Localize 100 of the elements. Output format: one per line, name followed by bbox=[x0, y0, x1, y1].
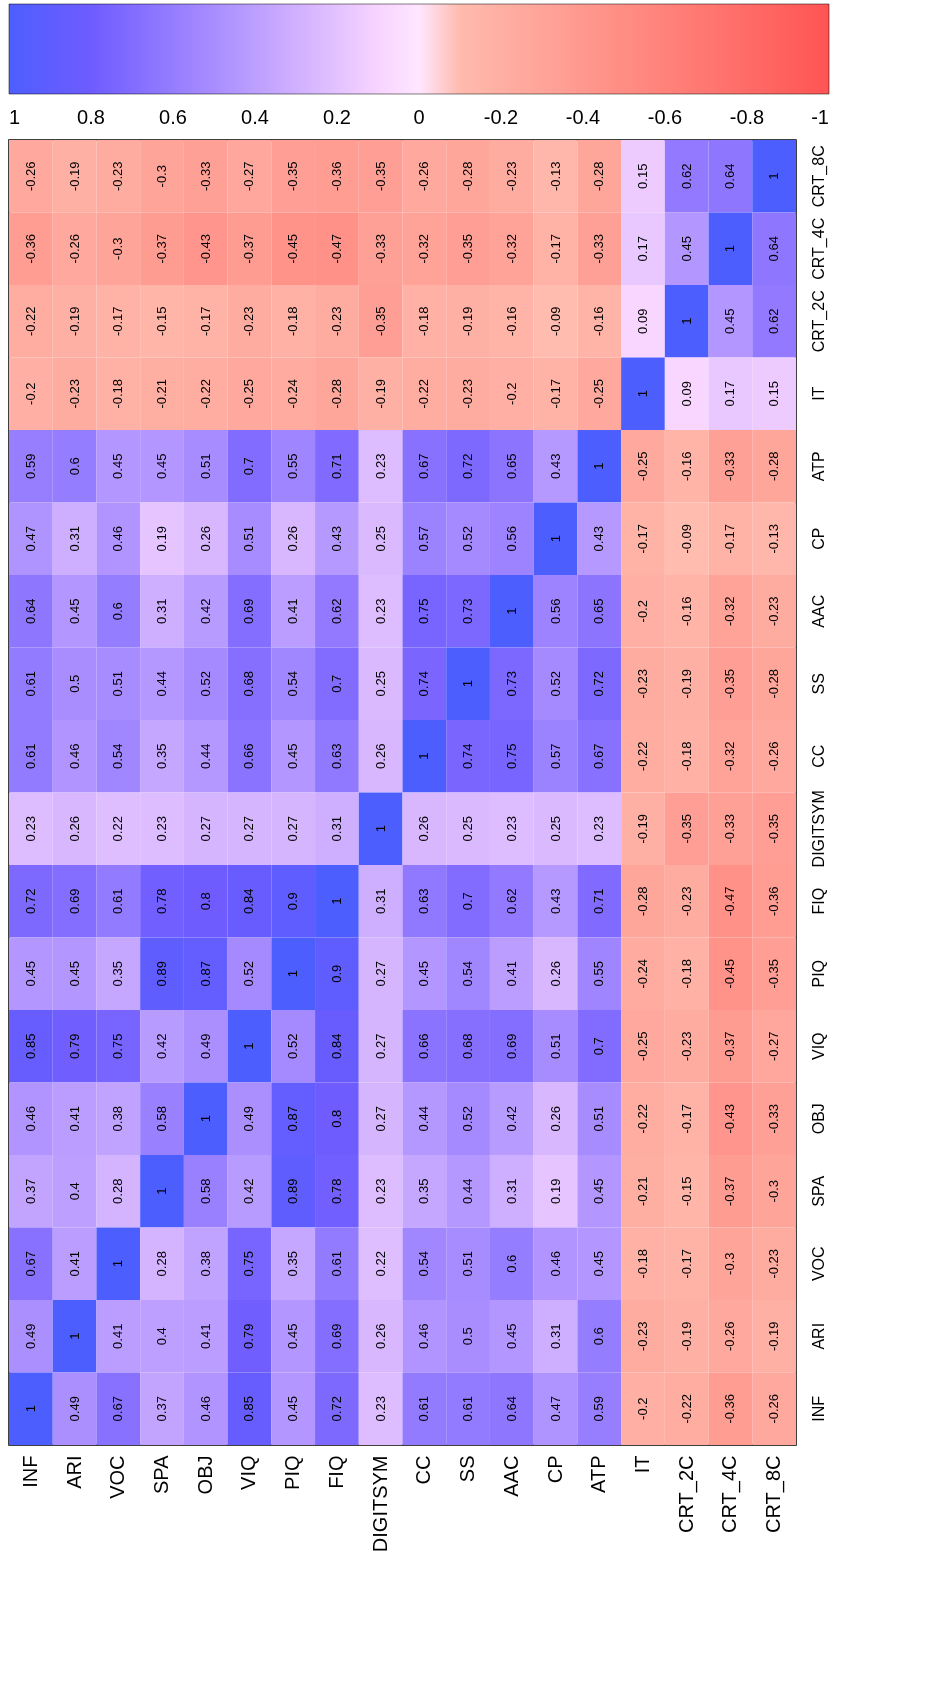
data-label: 0.52 bbox=[547, 671, 563, 697]
data-label: 0.46 bbox=[22, 1106, 38, 1132]
data-label: 0.22 bbox=[372, 1251, 388, 1277]
data-label: 0.44 bbox=[154, 671, 170, 697]
data-label: 1 bbox=[634, 390, 650, 398]
data-label: -0.21 bbox=[634, 1176, 650, 1207]
data-label: 0.43 bbox=[591, 526, 607, 552]
data-label: 0.79 bbox=[241, 1323, 257, 1349]
data-label: 0.22 bbox=[110, 816, 126, 842]
data-label: 0.31 bbox=[547, 1323, 563, 1349]
data-label: 0.19 bbox=[547, 1178, 563, 1204]
color-bar-label: 0.8 bbox=[77, 106, 105, 128]
data-label: -0.17 bbox=[678, 1248, 694, 1279]
data-label: 0.89 bbox=[154, 961, 170, 987]
color-bar-label: 0.2 bbox=[323, 106, 351, 128]
data-label: 0.7 bbox=[328, 674, 344, 693]
data-label: 0.87 bbox=[197, 961, 213, 987]
data-label: 0.46 bbox=[416, 1323, 432, 1349]
data-label: -0.22 bbox=[416, 378, 432, 409]
data-label: 0.74 bbox=[460, 743, 476, 769]
x-tick-label: SPA bbox=[150, 1454, 173, 1495]
y-tick-label: AAC bbox=[809, 594, 827, 628]
data-label: 0.68 bbox=[241, 671, 257, 697]
data-label: 0.41 bbox=[66, 1251, 82, 1277]
x-tick-label: AAC bbox=[499, 1455, 522, 1497]
data-label: 0.56 bbox=[547, 598, 563, 624]
data-label: 0.65 bbox=[591, 598, 607, 624]
data-label: 0.66 bbox=[416, 1033, 432, 1059]
data-label: 0.26 bbox=[372, 743, 388, 769]
data-label: 0.5 bbox=[460, 1327, 476, 1346]
data-label: 0.55 bbox=[285, 453, 301, 479]
data-label: 0.19 bbox=[154, 526, 170, 552]
data-label: 0.74 bbox=[416, 671, 432, 697]
data-label: 0.51 bbox=[241, 526, 257, 552]
data-label: 0.42 bbox=[241, 1178, 257, 1204]
y-tick-label: SPA bbox=[809, 1175, 827, 1207]
data-label: -0.32 bbox=[503, 233, 519, 264]
x-tick-label: OBJ bbox=[193, 1455, 216, 1495]
data-label: 1 bbox=[372, 825, 388, 833]
color-bar-label: -0.4 bbox=[565, 106, 601, 128]
x-tick-label: CRT_2C bbox=[674, 1455, 698, 1533]
data-label: 0.71 bbox=[591, 888, 607, 914]
data-label: 0.64 bbox=[503, 1396, 519, 1422]
data-label: 1 bbox=[547, 535, 563, 543]
data-label: -0.22 bbox=[678, 1393, 694, 1424]
data-label: 0.25 bbox=[547, 816, 563, 842]
data-label: -0.19 bbox=[372, 378, 388, 409]
data-label: -0.15 bbox=[154, 306, 170, 337]
data-label: 0.64 bbox=[766, 236, 782, 262]
data-label: 0.89 bbox=[285, 1178, 301, 1204]
x-tick-label: ATP bbox=[587, 1455, 610, 1493]
data-label: -0.18 bbox=[678, 741, 694, 772]
data-label: 0.17 bbox=[722, 381, 738, 407]
data-label: -0.32 bbox=[722, 741, 738, 772]
data-label: 0.54 bbox=[416, 1251, 432, 1277]
data-label: 0.23 bbox=[22, 816, 38, 842]
data-label: 0.45 bbox=[591, 1251, 607, 1277]
data-label: 0.23 bbox=[372, 453, 388, 479]
data-label: 0.45 bbox=[678, 236, 694, 262]
data-label: 0.67 bbox=[22, 1251, 38, 1277]
data-label: -0.23 bbox=[766, 596, 782, 627]
data-label: 0.31 bbox=[66, 526, 82, 552]
data-label: 0.27 bbox=[372, 961, 388, 987]
data-label: -0.45 bbox=[285, 233, 301, 264]
data-label: -0.17 bbox=[678, 1103, 694, 1134]
data-label: -0.24 bbox=[285, 378, 301, 409]
data-label: 0.6 bbox=[591, 1327, 607, 1346]
data-label: -0.33 bbox=[722, 451, 738, 482]
data-label: 0.25 bbox=[460, 816, 476, 842]
data-label: 0.46 bbox=[110, 526, 126, 552]
data-label: 0.84 bbox=[328, 1033, 344, 1059]
data-label: -0.23 bbox=[503, 161, 519, 192]
data-label: 0.51 bbox=[547, 1033, 563, 1059]
data-label: -0.25 bbox=[634, 451, 650, 482]
data-label: 0.78 bbox=[328, 1178, 344, 1204]
data-label: 0.35 bbox=[285, 1251, 301, 1277]
data-label: 0.78 bbox=[154, 888, 170, 914]
data-label: -0.37 bbox=[722, 1031, 738, 1062]
data-label: -0.18 bbox=[416, 306, 432, 337]
data-label: 0.67 bbox=[416, 453, 432, 479]
data-label: -0.35 bbox=[285, 161, 301, 192]
data-label: 0.72 bbox=[22, 888, 38, 914]
data-label: 0.57 bbox=[416, 526, 432, 552]
data-label: 1 bbox=[328, 897, 344, 905]
data-label: 0.43 bbox=[547, 888, 563, 914]
data-label: 0.26 bbox=[416, 816, 432, 842]
data-label: 0.51 bbox=[460, 1251, 476, 1277]
data-label: 0.63 bbox=[416, 888, 432, 914]
data-label: -0.47 bbox=[328, 233, 344, 264]
data-label: 1 bbox=[197, 1115, 213, 1123]
data-label: -0.28 bbox=[591, 161, 607, 192]
data-label: 0.51 bbox=[197, 453, 213, 479]
data-label: 0.84 bbox=[241, 888, 257, 914]
x-tick-label: FIQ bbox=[324, 1455, 347, 1489]
data-label: -0.25 bbox=[634, 1031, 650, 1062]
y-tick-label: INF bbox=[809, 1395, 827, 1422]
data-label: -0.3 bbox=[766, 1180, 782, 1203]
data-label: -0.35 bbox=[678, 813, 694, 844]
data-label: -0.23 bbox=[634, 1321, 650, 1352]
data-label: 0.31 bbox=[154, 598, 170, 624]
